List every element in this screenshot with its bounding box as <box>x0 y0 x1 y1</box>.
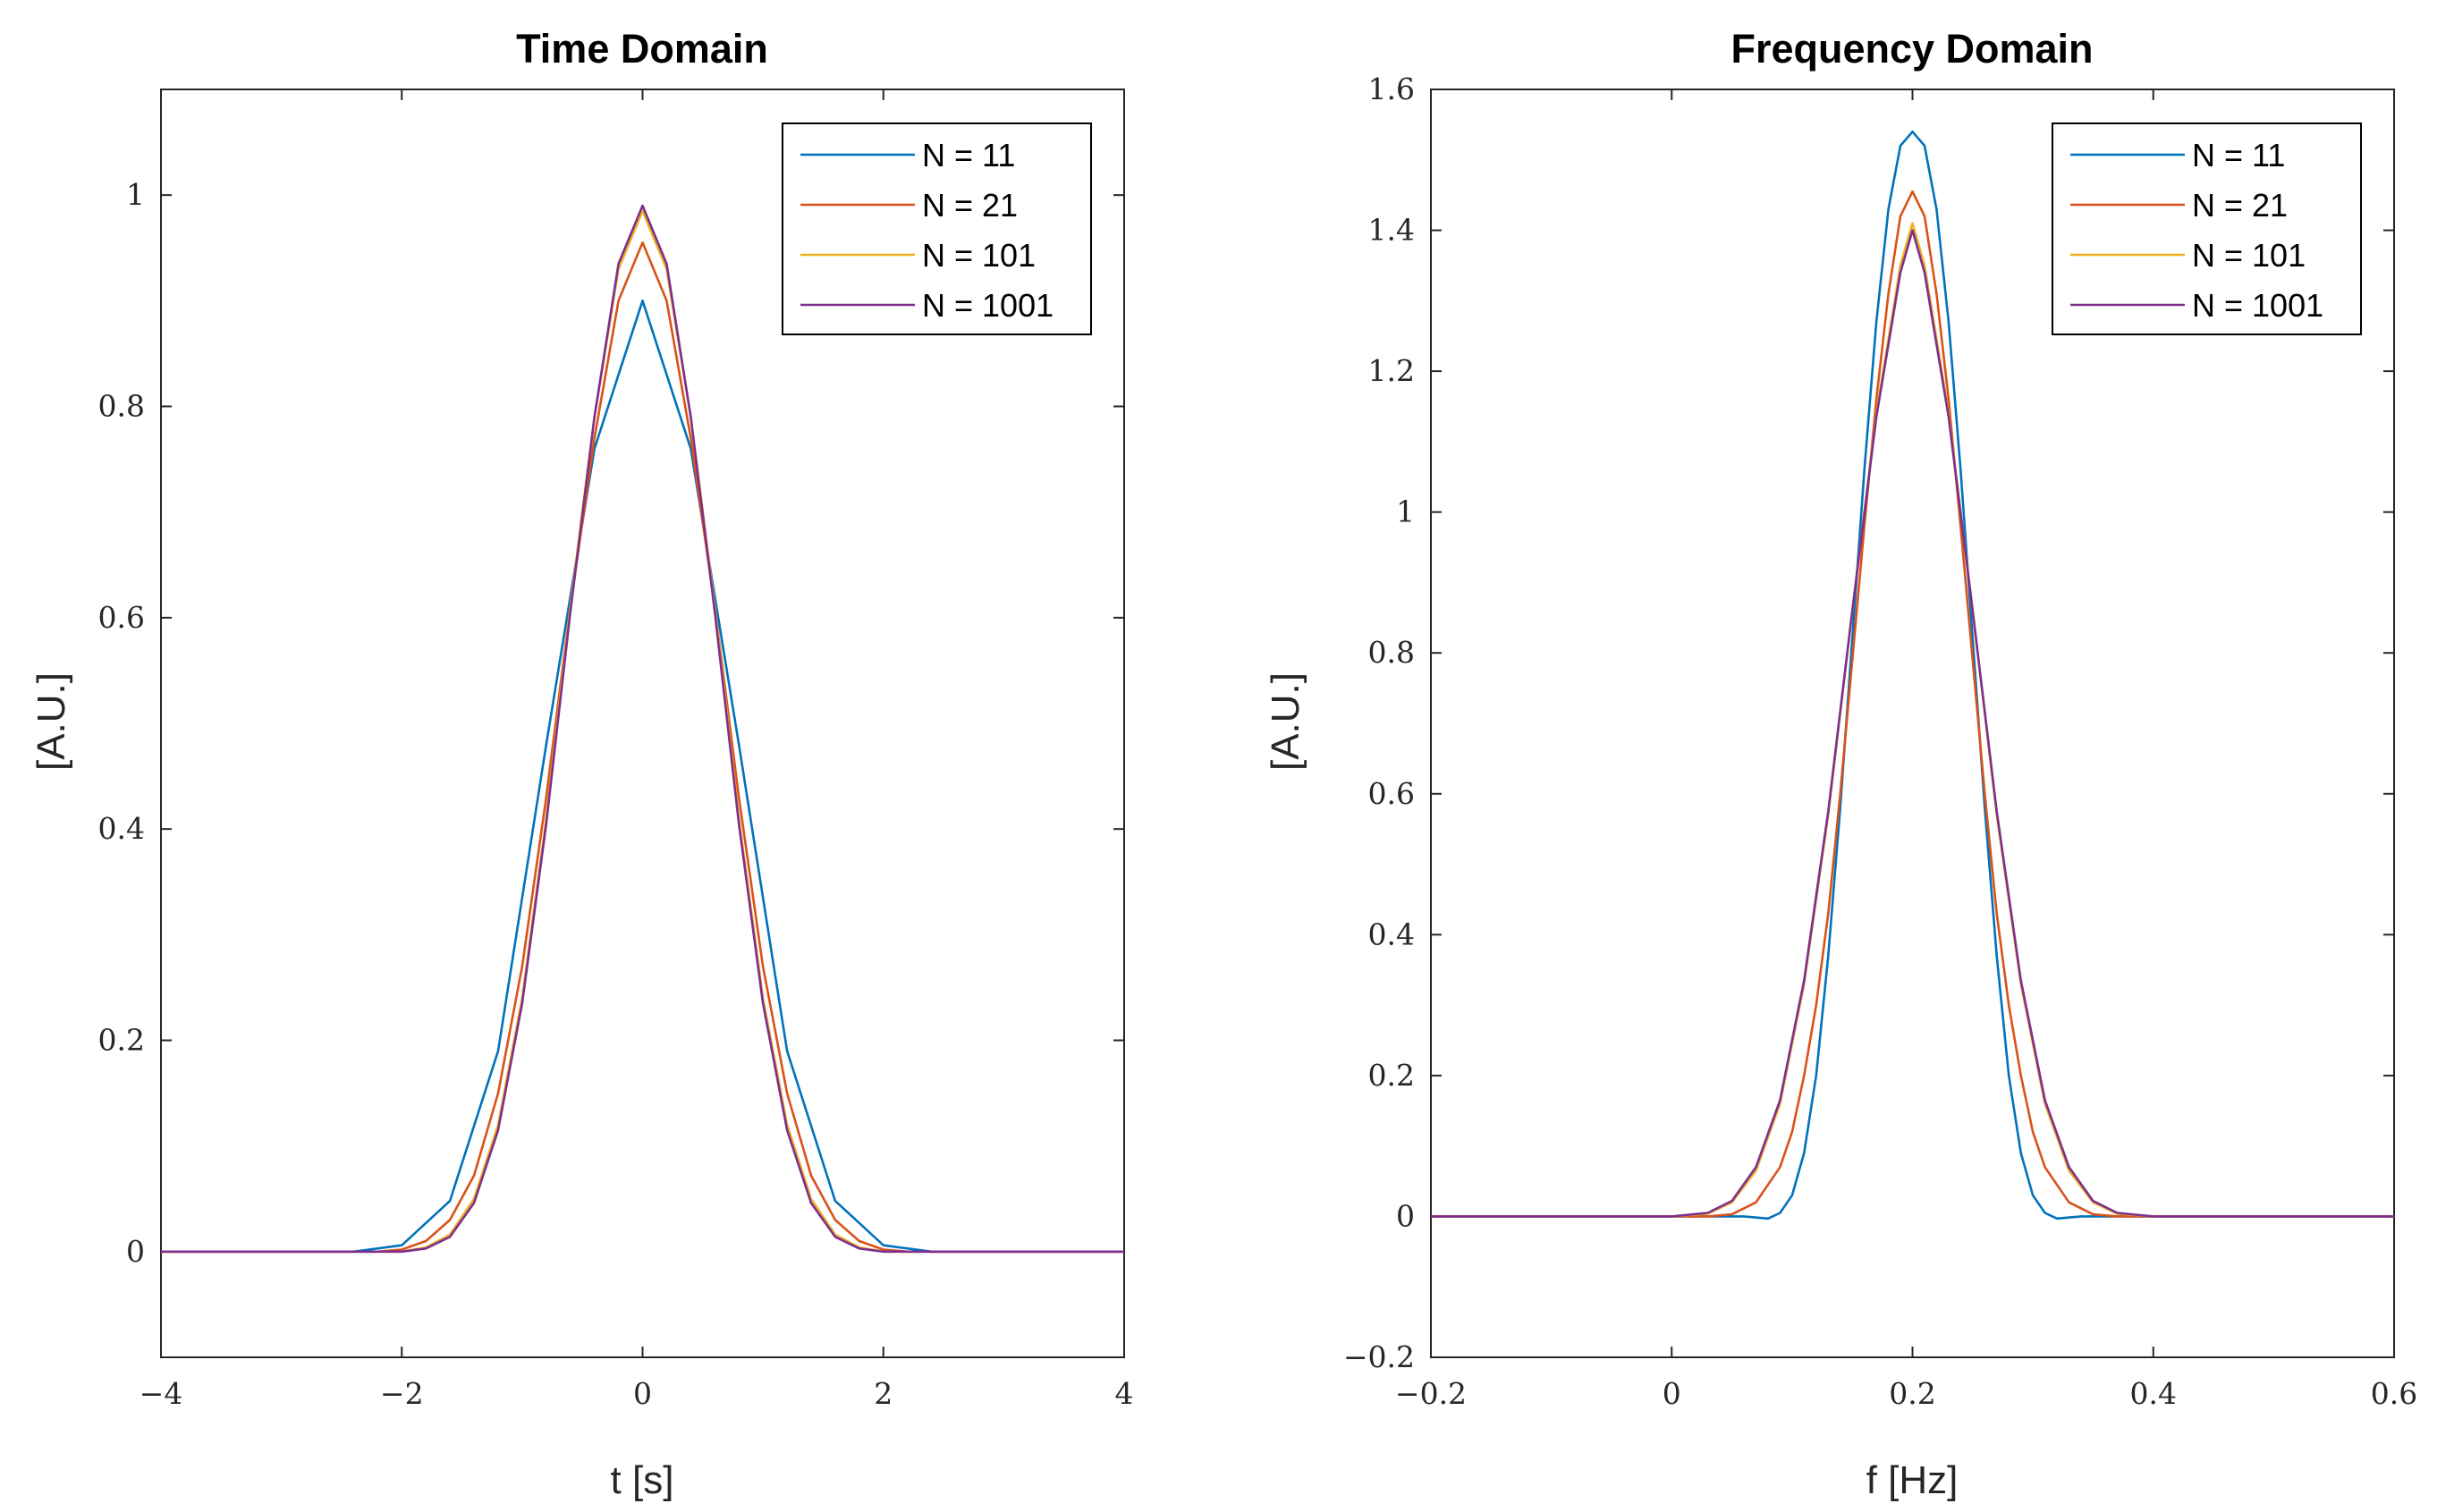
time-domain-series-line-n101 <box>161 209 1124 1254</box>
frequency-domain-legend-entry: N = 21 <box>2192 187 2288 224</box>
frequency-domain-ytick-label: 1 <box>1396 494 1415 529</box>
frequency-domain-ytick-label: −0.2 <box>1343 1339 1415 1374</box>
frequency-domain-ytick-label: 0.6 <box>1368 776 1415 811</box>
frequency-domain-series-line-n11 <box>1431 131 2394 1221</box>
frequency-domain-legend-entry: N = 11 <box>2192 137 2285 173</box>
time-domain-xtick-label: 4 <box>1115 1376 1134 1411</box>
time-domain-legend-entry: N = 11 <box>922 137 1015 173</box>
time-domain-xtick-label: −2 <box>380 1376 424 1411</box>
time-domain-series-line-n11 <box>161 299 1124 1254</box>
time-domain-ylabel: [A.U.] <box>30 672 73 771</box>
frequency-domain-legend-entry: N = 1001 <box>2192 287 2323 324</box>
frequency-domain-xtick-label: 0.6 <box>2371 1376 2417 1411</box>
time-domain-series-line-n1001 <box>161 204 1124 1254</box>
time-domain-series-line-n21 <box>161 241 1124 1254</box>
time-domain-ytick-label: 0.4 <box>98 811 145 846</box>
frequency-domain-xtick-label: 0 <box>1663 1376 1681 1411</box>
frequency-domain-ytick-label: 1.2 <box>1368 353 1415 388</box>
frequency-domain-legend <box>2052 122 2362 335</box>
time-domain-ytick-label: 0 <box>126 1234 145 1269</box>
time-domain-legend-entry: N = 1001 <box>922 287 1053 324</box>
frequency-domain-ytick-label: 0.8 <box>1368 635 1415 670</box>
frequency-domain-series-line-n21 <box>1431 190 2394 1218</box>
frequency-domain-xtick-label: 0.4 <box>2130 1376 2177 1411</box>
frequency-domain-ytick-label: 0.4 <box>1368 916 1415 951</box>
frequency-domain-ytick-label: 1.6 <box>1368 72 1415 106</box>
time-domain-chart: Time Domain t [s] [A.U.] −4 −2 0 2 4 0 0.2 0.4 0… <box>30 26 1134 1502</box>
time-domain-xtick-label: 2 <box>874 1376 893 1411</box>
time-domain-xtick-label: −4 <box>140 1376 183 1411</box>
time-domain-xtick-label: 0 <box>633 1376 652 1411</box>
time-domain-ytick-label: 0.6 <box>98 600 145 635</box>
frequency-domain-ytick-label: 1.4 <box>1368 213 1415 248</box>
time-domain-title: Time Domain <box>516 26 768 72</box>
frequency-domain-legend-entry: N = 101 <box>2192 237 2306 274</box>
time-domain-ytick-label: 0.8 <box>98 389 145 424</box>
time-domain-legend-entry: N = 21 <box>922 187 1018 224</box>
frequency-domain-chart: Frequency Domain f [Hz] [A.U.] −0.2 0 0.2 0… <box>1264 26 2417 1502</box>
time-domain-ytick-label: 0.2 <box>98 1023 145 1058</box>
time-domain-xlabel: t [s] <box>611 1458 674 1502</box>
frequency-domain-ytick-label: 0.2 <box>1368 1058 1415 1093</box>
time-domain-ytick-label: 1 <box>126 177 145 212</box>
frequency-domain-series-line-n1001 <box>1431 229 2394 1218</box>
frequency-domain-title: Frequency Domain <box>1730 26 2093 72</box>
frequency-domain-ytick-label: 0 <box>1396 1198 1415 1233</box>
frequency-domain-series-line-n101 <box>1431 222 2394 1218</box>
frequency-domain-xlabel: f [Hz] <box>1866 1458 1959 1502</box>
time-domain-legend <box>782 122 1092 335</box>
frequency-domain-xtick-label: −0.2 <box>1395 1376 1467 1411</box>
frequency-domain-ylabel: [A.U.] <box>1264 672 1307 771</box>
frequency-domain-xtick-label: 0.2 <box>1889 1376 1935 1411</box>
time-domain-legend-entry: N = 101 <box>922 237 1036 274</box>
